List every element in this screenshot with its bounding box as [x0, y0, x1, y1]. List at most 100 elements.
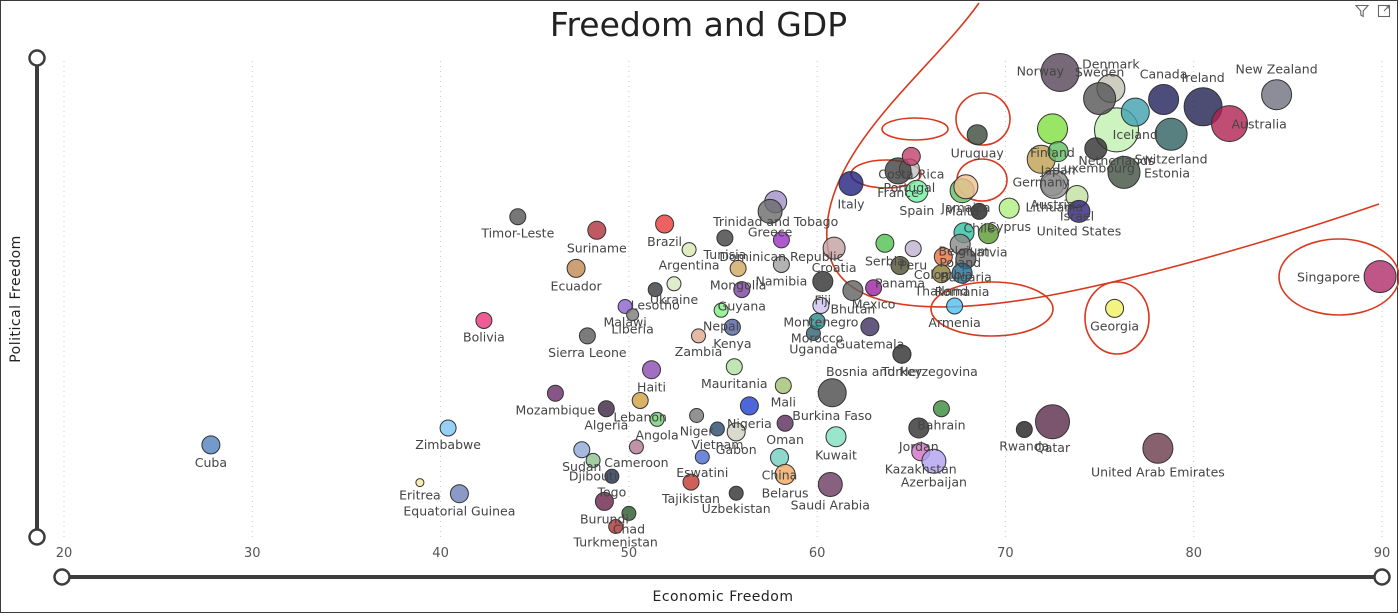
data-point[interactable] [691, 328, 706, 344]
data-point[interactable] [904, 240, 922, 258]
data-point[interactable] [1107, 155, 1141, 189]
data-point[interactable] [666, 276, 682, 292]
data-point[interactable] [770, 448, 789, 467]
data-point[interactable] [1120, 97, 1150, 127]
data-point[interactable] [439, 419, 457, 437]
data-point[interactable] [905, 179, 929, 203]
filter-icon[interactable] [1355, 4, 1369, 18]
data-point[interactable] [546, 384, 564, 402]
data-point[interactable] [604, 468, 620, 484]
data-point[interactable] [739, 396, 759, 416]
data-point[interactable] [951, 262, 973, 284]
data-point[interactable] [812, 270, 834, 292]
data-point[interactable] [776, 414, 794, 432]
data-point[interactable] [1040, 53, 1080, 92]
data-point[interactable] [892, 344, 912, 364]
data-point[interactable] [587, 220, 607, 240]
y-slider-handle-bottom[interactable] [28, 528, 46, 546]
data-point[interactable] [817, 472, 843, 497]
data-point[interactable] [578, 327, 596, 345]
data-point[interactable] [946, 297, 964, 315]
x-slider-handle-left[interactable] [53, 568, 71, 586]
data-point[interactable] [953, 174, 979, 200]
data-point[interactable] [709, 421, 725, 437]
data-point[interactable] [998, 197, 1020, 219]
data-point[interactable] [817, 378, 847, 408]
data-point[interactable] [723, 318, 741, 336]
data-point[interactable] [681, 242, 697, 258]
data-point[interactable] [415, 478, 425, 488]
data-point[interactable] [733, 281, 751, 299]
data-point[interactable] [970, 202, 988, 220]
data-point[interactable] [931, 264, 951, 284]
data-point[interactable] [978, 223, 999, 245]
x-axis-slider[interactable] [53, 568, 1391, 586]
data-point[interactable] [890, 256, 910, 275]
data-point[interactable] [825, 426, 847, 448]
data-point[interactable] [573, 441, 591, 459]
data-point[interactable] [1015, 421, 1033, 438]
data-point[interactable] [728, 485, 744, 501]
data-point[interactable] [842, 280, 864, 302]
data-point[interactable] [201, 435, 221, 455]
data-point[interactable] [1142, 432, 1174, 464]
data-point[interactable] [655, 214, 675, 234]
y-axis-slider[interactable] [28, 49, 46, 546]
data-point[interactable] [694, 449, 710, 465]
data-point[interactable] [838, 171, 864, 196]
data-point[interactable] [901, 146, 921, 166]
data-point[interactable] [1154, 117, 1188, 151]
data-point[interactable] [875, 233, 895, 253]
data-point[interactable] [649, 411, 665, 427]
data-point[interactable] [884, 157, 912, 185]
data-point[interactable] [812, 297, 830, 314]
data-point[interactable] [647, 282, 663, 298]
data-point[interactable] [689, 408, 705, 423]
data-point[interactable] [631, 392, 649, 409]
data-point[interactable] [475, 312, 493, 329]
data-point[interactable] [713, 302, 729, 318]
data-point[interactable] [566, 258, 586, 278]
data-point[interactable] [1039, 169, 1069, 199]
data-point[interactable] [772, 231, 790, 249]
data-point[interactable] [716, 229, 734, 247]
data-point[interactable] [921, 448, 947, 474]
data-point[interactable] [1211, 105, 1248, 143]
data-point[interactable] [608, 519, 624, 534]
data-point[interactable] [865, 279, 883, 297]
data-point[interactable] [642, 360, 661, 380]
data-point[interactable] [757, 198, 783, 224]
data-point[interactable] [772, 256, 790, 273]
data-point[interactable] [1363, 260, 1397, 294]
focus-mode-icon[interactable] [1377, 4, 1391, 18]
data-point[interactable] [628, 439, 644, 455]
data-point[interactable] [822, 236, 846, 260]
data-point[interactable] [1035, 404, 1070, 440]
data-point[interactable] [725, 358, 743, 376]
data-point[interactable] [774, 463, 796, 485]
data-point[interactable] [682, 473, 700, 491]
data-point[interactable] [729, 259, 747, 277]
data-point[interactable] [774, 377, 792, 395]
data-point[interactable] [626, 308, 640, 322]
data-point[interactable] [621, 505, 637, 521]
data-point[interactable] [1037, 113, 1068, 145]
data-point[interactable] [1261, 79, 1293, 111]
data-point[interactable] [1084, 137, 1108, 161]
data-point[interactable] [597, 400, 615, 418]
data-point[interactable] [1083, 82, 1117, 116]
data-point[interactable] [932, 400, 950, 418]
data-point[interactable] [1148, 84, 1180, 115]
data-point[interactable] [1105, 298, 1125, 318]
data-point[interactable] [908, 417, 930, 439]
data-point[interactable] [594, 491, 614, 511]
data-point[interactable] [808, 312, 826, 330]
data-point[interactable] [966, 124, 988, 146]
x-slider-handle-right[interactable] [1373, 568, 1391, 586]
data-point[interactable] [1047, 141, 1069, 163]
data-point[interactable] [585, 452, 601, 468]
data-point[interactable] [726, 422, 746, 442]
data-point[interactable] [860, 317, 880, 337]
data-point[interactable] [449, 484, 469, 504]
y-slider-handle-top[interactable] [28, 49, 46, 67]
